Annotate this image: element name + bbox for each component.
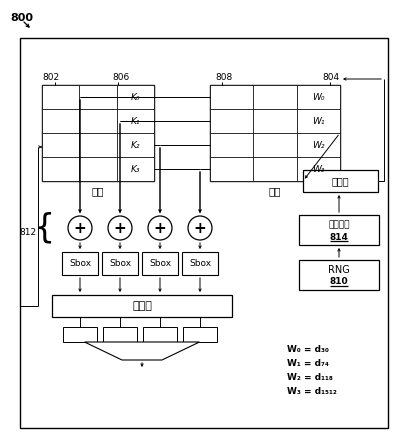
Bar (42, 109, 79, 133)
Bar (210, 109, 253, 133)
Bar (299, 260, 379, 290)
Text: 轮编排器: 轮编排器 (328, 221, 350, 229)
Bar (42, 85, 154, 181)
Text: 密鑰: 密鑰 (92, 186, 104, 196)
Text: +: + (74, 221, 86, 236)
Circle shape (68, 216, 92, 240)
Text: Sbox: Sbox (109, 259, 131, 268)
Text: +: + (114, 221, 127, 236)
Bar (79, 85, 116, 109)
Bar (116, 157, 154, 181)
Text: 806: 806 (112, 73, 129, 82)
Circle shape (188, 216, 212, 240)
Bar (210, 85, 340, 181)
Text: 810: 810 (330, 277, 348, 287)
Bar (42, 133, 79, 157)
Bar (143, 327, 177, 342)
Bar (116, 133, 154, 157)
Bar (52, 295, 232, 317)
Bar (79, 157, 116, 181)
Circle shape (148, 216, 172, 240)
Text: 列混合: 列混合 (132, 301, 152, 311)
Circle shape (108, 216, 132, 240)
Bar (79, 133, 116, 157)
Text: W₂: W₂ (312, 140, 324, 149)
Text: 814: 814 (330, 233, 349, 241)
Bar (210, 85, 253, 109)
Text: Sbox: Sbox (189, 259, 211, 268)
Bar (297, 157, 340, 181)
Bar (182, 252, 218, 275)
Bar (103, 327, 137, 342)
Bar (116, 109, 154, 133)
Text: 808: 808 (215, 73, 232, 82)
Bar (299, 215, 379, 245)
Text: Sbox: Sbox (69, 259, 91, 268)
Text: 804: 804 (322, 73, 339, 82)
Text: 800: 800 (10, 13, 33, 23)
Text: K₀: K₀ (131, 93, 140, 101)
Bar (42, 157, 79, 181)
Bar (253, 85, 297, 109)
Bar (253, 157, 297, 181)
Text: 行移位: 行移位 (332, 176, 349, 186)
Text: 812: 812 (19, 228, 36, 237)
Bar (303, 170, 378, 192)
Text: W₃: W₃ (312, 164, 324, 174)
Text: K₂: K₂ (131, 140, 140, 149)
Bar (42, 85, 79, 109)
Text: W₁ = d₇₄: W₁ = d₇₄ (287, 359, 329, 368)
Bar (116, 85, 154, 109)
Text: 802: 802 (42, 73, 59, 82)
Text: W₀ = d₃₀: W₀ = d₃₀ (287, 345, 329, 354)
Bar (210, 133, 253, 157)
Text: Sbox: Sbox (149, 259, 171, 268)
Text: 数据: 数据 (269, 186, 281, 196)
Bar (253, 133, 297, 157)
Text: K₃: K₃ (131, 164, 140, 174)
Bar (79, 109, 116, 133)
Bar (297, 109, 340, 133)
Bar (183, 327, 217, 342)
Bar (297, 133, 340, 157)
Bar (210, 157, 253, 181)
Text: +: + (193, 221, 206, 236)
Text: {: { (33, 211, 55, 245)
Polygon shape (85, 342, 199, 360)
Text: RNG: RNG (328, 265, 350, 275)
Bar (253, 109, 297, 133)
Bar (297, 85, 340, 109)
Bar (63, 327, 97, 342)
Bar (142, 252, 178, 275)
Bar (102, 252, 138, 275)
Text: +: + (154, 221, 166, 236)
Text: K₁: K₁ (131, 117, 140, 125)
Text: W₂ = d₁₁₈: W₂ = d₁₁₈ (287, 373, 333, 382)
Text: W₀: W₀ (312, 93, 324, 101)
Bar (62, 252, 98, 275)
Text: W₃ = d₁₅₁₂: W₃ = d₁₅₁₂ (287, 387, 337, 396)
Text: W₁: W₁ (312, 117, 324, 125)
Bar (20, 38, 388, 428)
